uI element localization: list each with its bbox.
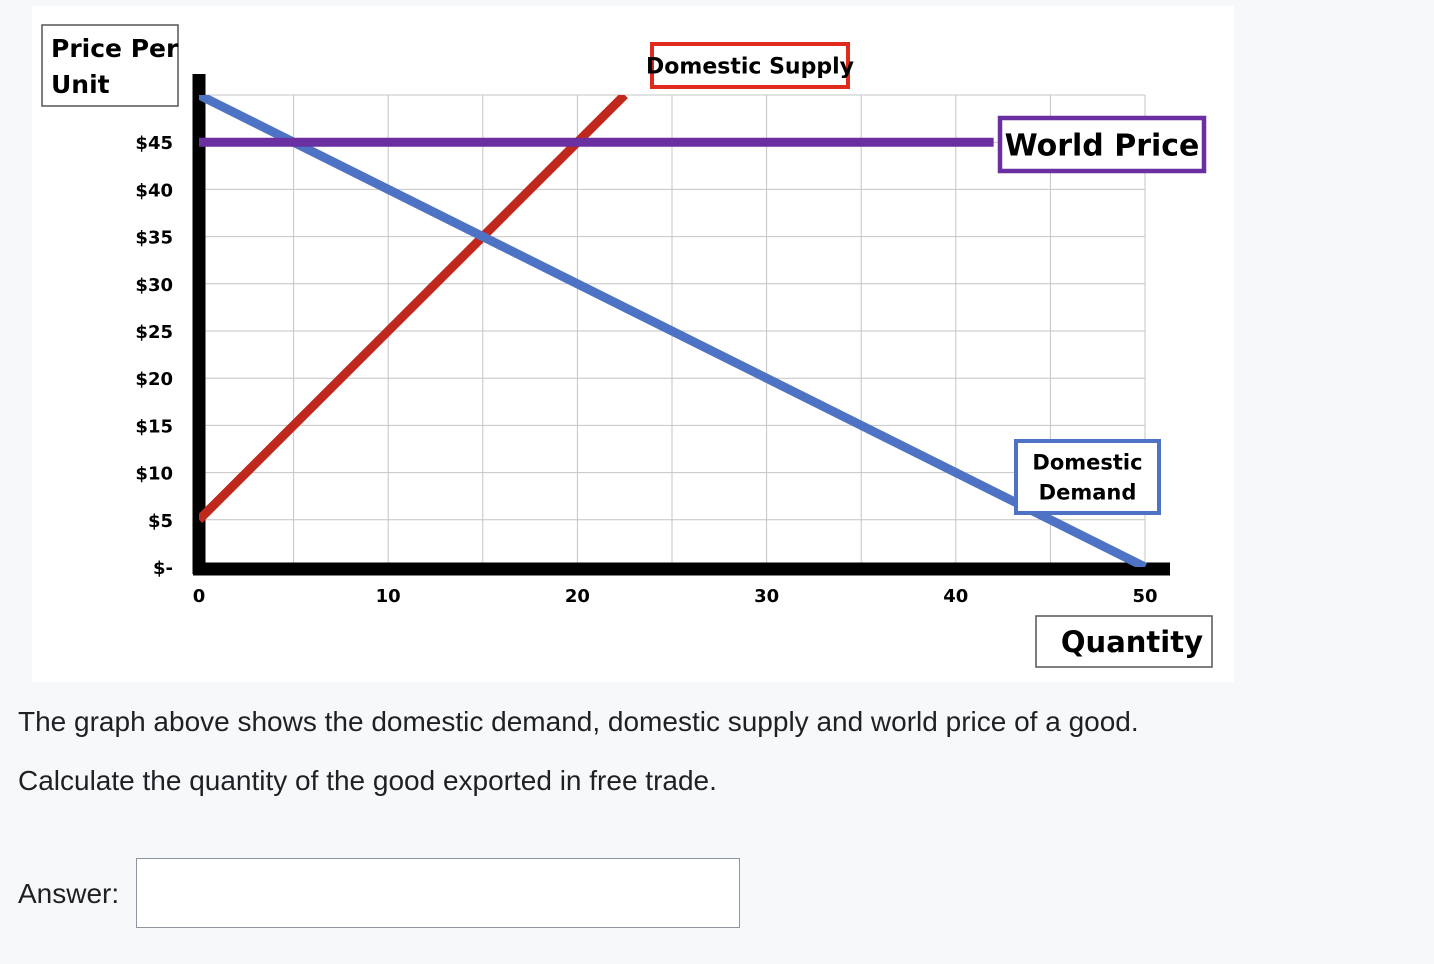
domestic-demand-label-box xyxy=(1014,439,1161,515)
domestic-demand-line xyxy=(199,95,1148,567)
question-text-line-1: The graph above shows the domestic deman… xyxy=(18,706,1139,737)
y-tick-label: $40 xyxy=(135,180,173,201)
x-tick-label: 50 xyxy=(1132,586,1157,607)
y-tick-label: $- xyxy=(153,558,173,579)
y-tick-label: $5 xyxy=(148,511,173,532)
domestic-supply-label-text: Domestic Supply xyxy=(646,54,854,79)
y-tick-label: $15 xyxy=(135,416,173,437)
y-axis-title-text: Unit xyxy=(51,70,110,99)
y-axis-title-box xyxy=(41,24,179,107)
y-tick-label: $30 xyxy=(135,275,173,296)
world-price-label-box xyxy=(997,115,1207,174)
x-tick-label: 20 xyxy=(565,586,590,607)
world-price-label-text: World Price xyxy=(1005,128,1200,163)
answer-label: Answer: xyxy=(18,878,120,909)
answer-input[interactable] xyxy=(136,858,740,928)
domestic-demand-label-text: Demand xyxy=(1039,481,1137,505)
x-tick-label: 0 xyxy=(193,586,206,607)
x-axis-title-box xyxy=(1035,615,1213,668)
x-tick-label: 40 xyxy=(943,586,968,607)
domestic-supply-line xyxy=(199,95,628,523)
x-tick-label: 30 xyxy=(754,586,779,607)
x-axis-title-text: Quantity xyxy=(1061,625,1203,659)
price-quantity-chart: $-$5$10$15$20$25$30$35$40$450 10 20 30 40 50 … xyxy=(41,24,1213,668)
question-text-line-2: Calculate the quantity of the good expor… xyxy=(18,765,717,796)
y-tick-label: $10 xyxy=(135,464,173,485)
y-tick-label: $45 xyxy=(135,133,173,154)
y-tick-label: $25 xyxy=(135,322,173,343)
domestic-demand-label-text: Domestic xyxy=(1032,451,1142,475)
domestic-supply-label-box xyxy=(650,42,850,89)
y-tick-label: $20 xyxy=(135,369,173,390)
x-tick-label: 10 xyxy=(376,586,401,607)
y-tick-label: $35 xyxy=(135,228,173,249)
y-axis-title-text: Price Per xyxy=(51,34,179,63)
chart-panel: $- $5 $10 $15 $20 $25 $30 $35 $40 $45 0 10 20 30 40 50 … xyxy=(32,6,1234,682)
